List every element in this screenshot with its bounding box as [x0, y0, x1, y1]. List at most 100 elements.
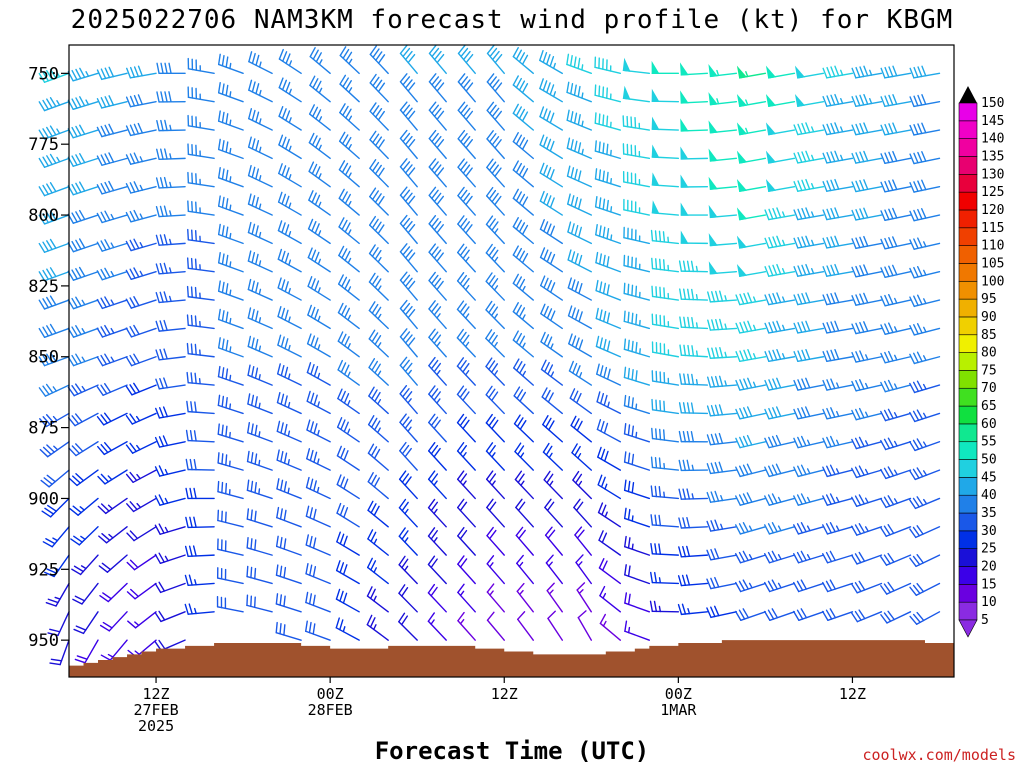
- wind-barb: [369, 102, 389, 131]
- wind-barb: [399, 441, 418, 471]
- wind-barb: [74, 639, 99, 664]
- wind-barb: [909, 265, 941, 279]
- wind-barb: [515, 526, 534, 556]
- wind-barb: [278, 77, 302, 103]
- wind-barb: [67, 96, 99, 110]
- wind-barb: [399, 214, 418, 245]
- colorbar-swatch: [958, 298, 978, 318]
- wind-barb: [651, 427, 680, 443]
- wind-barb: [764, 263, 796, 277]
- wind-barb: [909, 208, 941, 222]
- wind-barb: [539, 219, 563, 245]
- wind-barb: [337, 388, 360, 415]
- wind-barb: [764, 434, 796, 449]
- wind-barb: [428, 441, 447, 471]
- colorbar-swatch: [958, 512, 978, 532]
- wind-barb: [793, 435, 825, 449]
- wind-barb: [651, 144, 680, 160]
- wind-barb: [622, 85, 651, 103]
- wind-barb: [594, 84, 622, 103]
- wind-barb: [428, 186, 447, 216]
- wind-barb: [125, 412, 157, 425]
- wind-barb: [541, 387, 563, 415]
- wind-barb: [566, 53, 592, 75]
- wind-barb: [851, 122, 883, 136]
- colorbar-swatch: [958, 584, 978, 603]
- wind-barb: [72, 582, 99, 605]
- wind-barb: [247, 136, 273, 160]
- wind-barb: [545, 554, 563, 585]
- wind-barb: [880, 437, 912, 451]
- colorbar-swatch: [958, 405, 978, 425]
- wind-barb: [880, 552, 912, 566]
- wind-barb: [851, 65, 883, 79]
- wind-barb: [38, 383, 70, 397]
- colorbar-swatch: [958, 120, 978, 139]
- wind-barb: [822, 378, 854, 391]
- wind-barb: [125, 94, 157, 108]
- y-axis: 750 775 800 825 850 875 900 925 950: [28, 64, 69, 651]
- wind-barb: [367, 415, 389, 443]
- wind-barb: [486, 498, 505, 528]
- wind-barb: [622, 57, 651, 75]
- wind-barb: [154, 610, 186, 623]
- wind-barb: [513, 414, 534, 443]
- wind-barb: [96, 123, 128, 138]
- wind-barb: [622, 170, 651, 188]
- colorbar-label: 130: [981, 167, 1004, 182]
- wind-barb: [306, 333, 331, 358]
- wind-barb: [595, 223, 622, 245]
- colorbar-swatch: [958, 387, 978, 407]
- wind-barb: [909, 380, 941, 394]
- wind-barb: [735, 348, 767, 362]
- wind-barb: [793, 521, 825, 535]
- wind-barb: [155, 348, 186, 361]
- wind-barb: [793, 263, 825, 277]
- wind-barb: [217, 538, 244, 556]
- wind-barb: [539, 106, 563, 131]
- wind-barb: [650, 456, 680, 471]
- colorbar-swatch: [958, 601, 978, 621]
- colorbar-swatch: [958, 245, 978, 264]
- wind-barb: [305, 476, 331, 500]
- wind-barb: [456, 272, 476, 301]
- wind-barb: [594, 196, 622, 216]
- wind-barb: [822, 493, 854, 506]
- wind-barb: [539, 162, 563, 188]
- wind-barb: [651, 60, 680, 75]
- wind-barb: [708, 92, 738, 106]
- wind-barb: [706, 432, 738, 446]
- wind-barb: [880, 524, 912, 537]
- wind-barb: [909, 65, 941, 79]
- wind-barb: [512, 302, 534, 330]
- wind-barb: [512, 103, 534, 131]
- colorbar-label: 135: [981, 149, 1004, 164]
- wind-barb: [428, 158, 447, 188]
- wind-barb: [399, 328, 418, 358]
- wind-barb: [368, 386, 389, 415]
- wind-barb: [247, 221, 273, 245]
- wind-barb: [596, 418, 622, 443]
- wind-barb: [822, 150, 854, 164]
- y-tick-label: 775: [28, 135, 59, 155]
- wind-barb: [735, 463, 767, 478]
- wind-barb: [154, 581, 186, 594]
- wind-barb: [707, 290, 738, 303]
- wind-barb: [67, 325, 99, 338]
- wind-barb: [156, 148, 186, 160]
- wind-barb: [707, 346, 738, 359]
- wind-barb: [651, 172, 680, 188]
- wind-barb: [735, 292, 767, 306]
- wind-barb: [457, 555, 476, 585]
- wind-barb: [96, 66, 128, 81]
- wind-barb: [187, 171, 215, 188]
- wind-barb: [880, 207, 912, 222]
- x-tick-label: 2025: [138, 717, 174, 735]
- wind-barb: [187, 228, 215, 245]
- wind-barb: [155, 262, 186, 275]
- wind-barb: [398, 612, 418, 641]
- wind-barb: [246, 479, 273, 500]
- wind-barb: [248, 79, 273, 103]
- wind-barb: [338, 160, 360, 188]
- wind-barb: [566, 165, 592, 188]
